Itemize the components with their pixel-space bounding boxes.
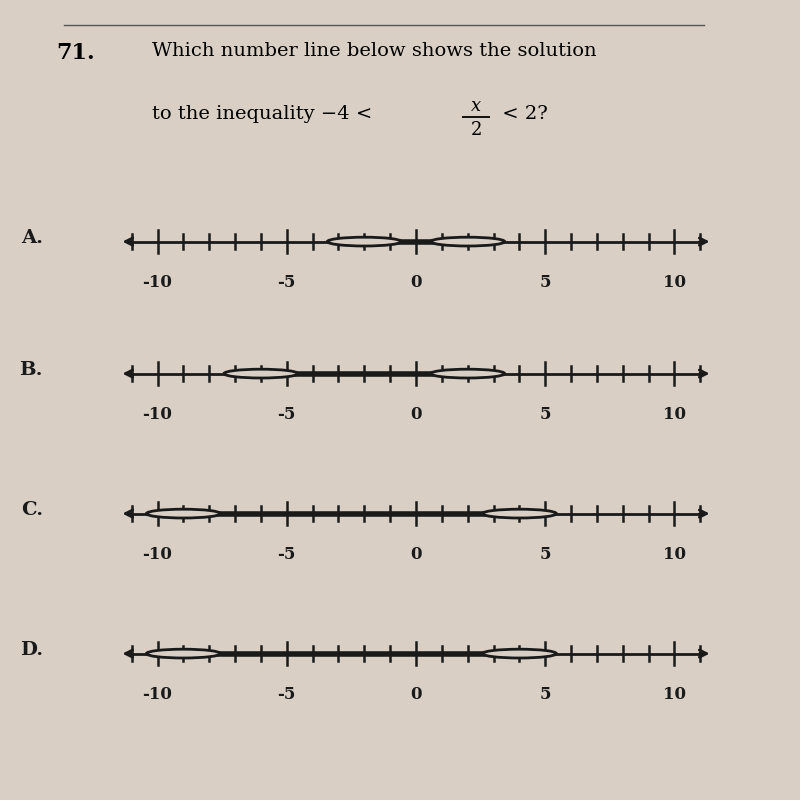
Circle shape	[482, 510, 556, 518]
Text: 0: 0	[410, 406, 422, 422]
Circle shape	[327, 238, 402, 246]
Text: -5: -5	[278, 546, 296, 562]
Text: -5: -5	[278, 274, 296, 290]
Circle shape	[224, 370, 298, 378]
Text: 5: 5	[539, 546, 551, 562]
Circle shape	[430, 238, 505, 246]
Circle shape	[146, 510, 220, 518]
Text: -10: -10	[142, 274, 173, 290]
Text: C.: C.	[21, 501, 43, 518]
Text: 10: 10	[663, 546, 686, 562]
Text: 10: 10	[663, 274, 686, 290]
Circle shape	[430, 370, 505, 378]
Text: 0: 0	[410, 546, 422, 562]
Text: 0: 0	[410, 274, 422, 290]
Text: 5: 5	[539, 274, 551, 290]
Text: 0: 0	[410, 686, 422, 702]
Text: < 2?: < 2?	[496, 106, 548, 123]
Text: B.: B.	[19, 361, 43, 378]
Circle shape	[146, 650, 220, 658]
Text: -5: -5	[278, 686, 296, 702]
Text: 2: 2	[470, 121, 482, 139]
Text: 5: 5	[539, 686, 551, 702]
Text: to the inequality −4 <: to the inequality −4 <	[152, 106, 378, 123]
Circle shape	[482, 650, 556, 658]
Text: -10: -10	[142, 546, 173, 562]
Text: D.: D.	[20, 641, 43, 658]
Text: -5: -5	[278, 406, 296, 422]
Text: 5: 5	[539, 406, 551, 422]
Text: -10: -10	[142, 406, 173, 422]
Text: A.: A.	[21, 229, 43, 246]
Text: x: x	[471, 97, 481, 114]
Text: Which number line below shows the solution: Which number line below shows the soluti…	[152, 42, 597, 60]
Text: -10: -10	[142, 686, 173, 702]
Text: 10: 10	[663, 406, 686, 422]
Text: 71.: 71.	[56, 42, 94, 64]
Text: 10: 10	[663, 686, 686, 702]
